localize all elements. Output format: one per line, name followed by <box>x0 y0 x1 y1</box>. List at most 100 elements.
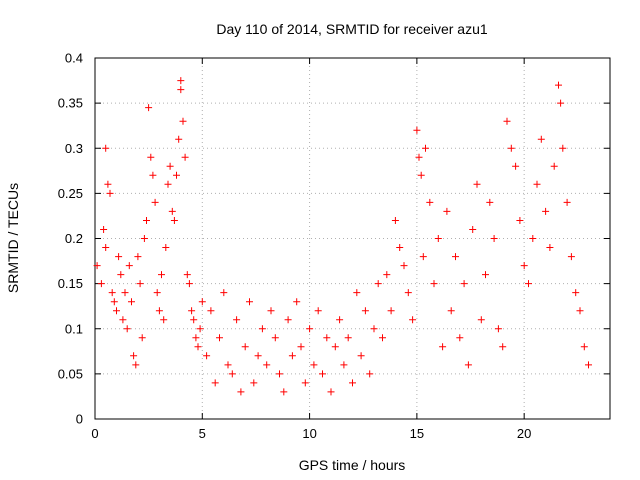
data-point <box>280 388 288 396</box>
data-point <box>113 307 120 315</box>
data-point <box>198 298 206 306</box>
data-point <box>119 316 127 324</box>
data-point <box>413 126 421 134</box>
data-point <box>293 298 301 306</box>
data-point <box>550 162 558 170</box>
data-point <box>181 153 189 161</box>
data-point <box>138 334 146 342</box>
data-point <box>121 289 129 297</box>
y-tick-label: 0.4 <box>65 51 83 66</box>
data-point <box>115 253 123 261</box>
data-point <box>97 280 105 288</box>
data-point <box>153 289 161 297</box>
data-point <box>563 198 571 206</box>
data-point <box>168 207 176 215</box>
data-point <box>136 280 144 288</box>
chart-title: Day 110 of 2014, SRMTID for receiver azu… <box>216 21 488 37</box>
data-point <box>203 352 211 360</box>
data-point <box>100 226 108 233</box>
data-point <box>310 361 318 369</box>
data-point <box>306 325 314 333</box>
data-point <box>106 189 114 197</box>
data-point <box>177 77 185 85</box>
y-axis-label: SRMTID / TECUs <box>5 183 21 293</box>
data-point <box>263 361 271 369</box>
data-point <box>151 198 159 206</box>
data-point <box>456 334 464 342</box>
data-point <box>179 117 187 125</box>
data-point <box>400 262 408 270</box>
data-point <box>426 198 434 206</box>
data-point <box>301 379 309 387</box>
data-point <box>228 370 236 378</box>
data-point <box>102 144 110 152</box>
data-point <box>216 334 223 342</box>
data-point <box>183 271 191 279</box>
x-tick-label: 5 <box>199 426 206 441</box>
data-point <box>250 379 258 387</box>
data-point <box>123 325 131 333</box>
data-point <box>353 289 361 297</box>
data-point <box>357 352 365 360</box>
data-point <box>108 289 116 297</box>
data-point <box>336 316 344 324</box>
data-point <box>486 198 494 206</box>
data-point <box>276 370 283 378</box>
data-point <box>284 316 292 324</box>
data-point <box>162 244 170 251</box>
data-point <box>134 253 142 261</box>
data-point <box>258 325 266 333</box>
data-point <box>537 135 545 143</box>
y-tick-label: 0.25 <box>58 186 83 201</box>
data-point <box>533 180 541 188</box>
data-point <box>267 307 275 315</box>
data-point <box>417 171 425 179</box>
y-tick-label: 0.15 <box>58 276 83 291</box>
data-point <box>439 343 447 351</box>
x-axis-label: GPS time / hours <box>299 457 406 473</box>
data-point <box>140 235 148 242</box>
data-point <box>246 298 253 306</box>
data-point <box>542 207 550 215</box>
data-point <box>331 343 339 351</box>
data-point <box>559 144 567 152</box>
data-point <box>379 334 386 342</box>
data-point <box>175 135 183 143</box>
y-tick-label: 0.05 <box>58 366 83 381</box>
data-points <box>93 77 592 396</box>
data-point <box>190 316 198 324</box>
data-point <box>370 325 378 333</box>
data-point <box>147 153 155 161</box>
data-point <box>422 144 429 152</box>
data-point <box>145 104 153 112</box>
data-point <box>525 280 532 288</box>
data-point <box>143 217 150 224</box>
data-point <box>409 316 417 324</box>
data-point <box>585 361 592 369</box>
data-point <box>396 244 404 251</box>
data-point <box>567 253 575 261</box>
x-tick-label: 10 <box>302 426 316 441</box>
data-point <box>173 171 180 179</box>
data-point <box>499 343 507 351</box>
data-point <box>93 262 101 270</box>
data-point <box>520 262 528 270</box>
data-point <box>469 226 477 233</box>
data-point <box>555 81 562 89</box>
data-point <box>177 86 185 94</box>
data-point <box>490 235 498 242</box>
data-point <box>224 361 232 369</box>
data-point <box>130 352 138 360</box>
y-tick-label: 0 <box>76 412 83 427</box>
data-point <box>211 379 219 387</box>
axis-ticks: 0 5 10 15 20 0 0.05 0.1 0.15 0.2 0.25 0.3 0.35 0.4 <box>58 51 610 441</box>
data-point <box>516 217 524 224</box>
data-point <box>529 235 537 242</box>
data-point <box>323 334 331 342</box>
data-point <box>391 217 399 224</box>
data-point <box>188 307 196 315</box>
data-point <box>383 271 391 279</box>
data-point <box>104 180 112 188</box>
data-point <box>340 361 348 369</box>
